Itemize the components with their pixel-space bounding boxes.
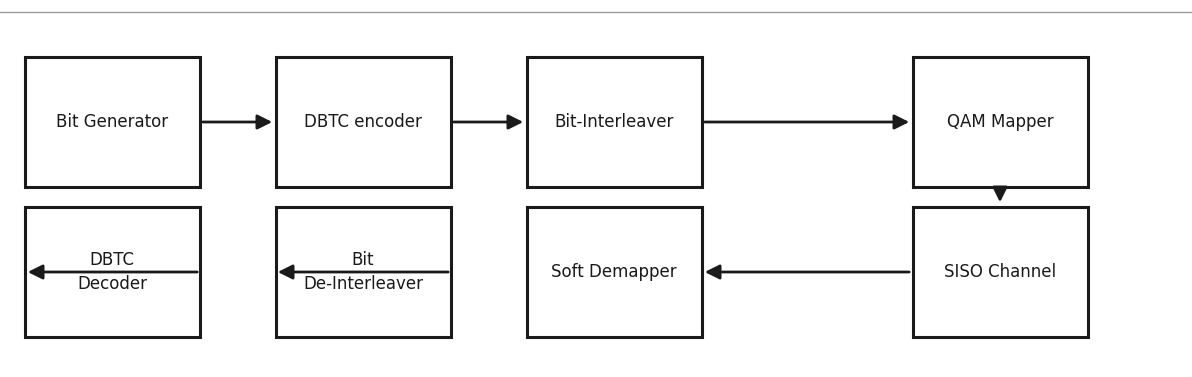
FancyBboxPatch shape bbox=[275, 207, 451, 337]
Text: Soft Demapper: Soft Demapper bbox=[551, 263, 677, 281]
FancyBboxPatch shape bbox=[913, 207, 1087, 337]
Text: DBTC encoder: DBTC encoder bbox=[304, 113, 422, 131]
FancyBboxPatch shape bbox=[527, 207, 702, 337]
Text: SISO Channel: SISO Channel bbox=[944, 263, 1056, 281]
Text: DBTC
Decoder: DBTC Decoder bbox=[77, 251, 147, 293]
FancyBboxPatch shape bbox=[527, 57, 702, 187]
FancyBboxPatch shape bbox=[275, 57, 451, 187]
Text: QAM Mapper: QAM Mapper bbox=[946, 113, 1054, 131]
Text: Bit-Interleaver: Bit-Interleaver bbox=[554, 113, 673, 131]
FancyBboxPatch shape bbox=[25, 207, 199, 337]
FancyBboxPatch shape bbox=[25, 57, 199, 187]
Text: Bit Generator: Bit Generator bbox=[56, 113, 168, 131]
Text: Bit
De-Interleaver: Bit De-Interleaver bbox=[303, 251, 423, 293]
FancyBboxPatch shape bbox=[913, 57, 1087, 187]
